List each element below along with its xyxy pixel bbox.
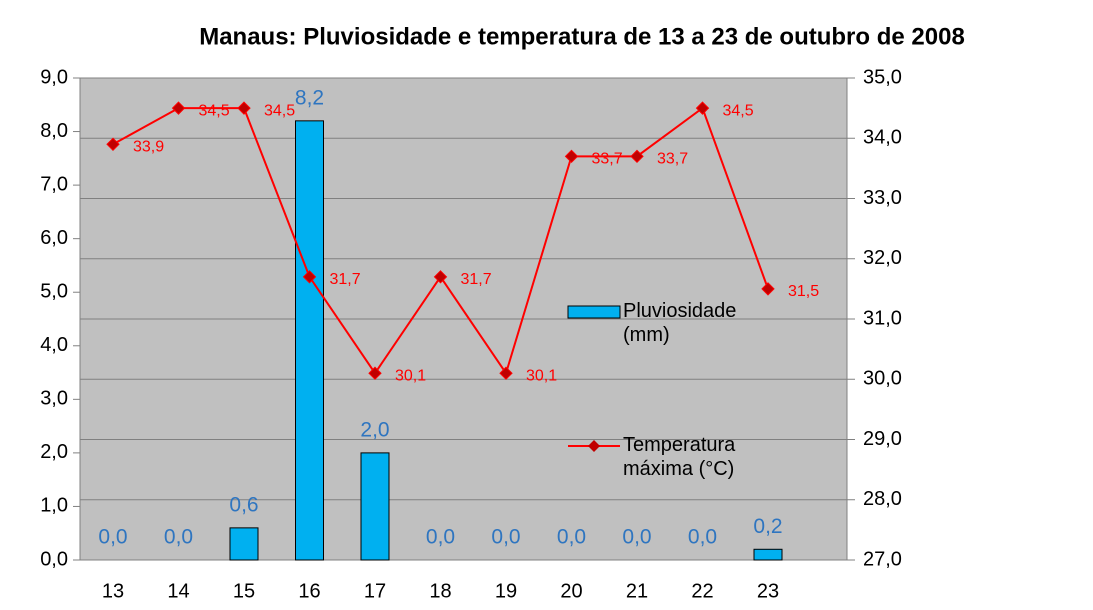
y-tick-label: 0,0: [40, 548, 68, 570]
x-tick-label: 23: [757, 580, 779, 602]
y2-tick-label: 29,0: [863, 428, 902, 450]
y2-tick-label: 35,0: [863, 66, 902, 88]
bar-value-label: 0,0: [622, 526, 651, 549]
y-tick-label: 4,0: [40, 334, 68, 356]
bar-value-label: 0,0: [557, 526, 586, 549]
marker: [564, 149, 579, 164]
marker: [106, 137, 120, 151]
line-value-label: 33,9: [133, 138, 164, 155]
line-value-label: 34,5: [723, 102, 754, 119]
x-tick-label: 18: [429, 580, 451, 602]
marker: [433, 270, 448, 284]
bar-value-label: 0,0: [491, 526, 520, 549]
x-tick-label: 19: [495, 580, 517, 602]
y-tick-label: 1,0: [40, 495, 68, 517]
y-tick-label: 9,0: [40, 66, 68, 88]
bar-value-label: 0,0: [98, 526, 127, 549]
marker: [302, 270, 317, 284]
y-tick-label: 5,0: [40, 281, 68, 303]
y2-tick-label: 32,0: [863, 247, 902, 269]
line-value-label: 34,5: [264, 102, 295, 119]
y-tick-label: 3,0: [40, 388, 68, 410]
y2-tick-label: 33,0: [863, 187, 902, 209]
y2-tick-label: 30,0: [863, 368, 902, 390]
y2-tick-label: 34,0: [863, 127, 902, 149]
marker: [237, 101, 251, 115]
bar-value-label: 0,0: [164, 526, 193, 549]
bar-value-label: 0,2: [753, 515, 782, 538]
line-value-label: 30,1: [526, 367, 557, 384]
y-tick-label: 8,0: [40, 120, 68, 142]
x-tick-label: 13: [102, 580, 124, 602]
bar-value-label: 8,2: [295, 86, 324, 109]
marker: [368, 366, 382, 380]
x-tick-label: 17: [364, 580, 386, 602]
bar: [360, 452, 390, 561]
legend-marker: [588, 440, 600, 452]
y-tick-label: 2,0: [40, 441, 68, 463]
bar: [229, 527, 259, 561]
bar-value-label: 0,0: [426, 526, 455, 549]
legend-label: Pluviosidade (mm): [623, 300, 737, 346]
y2-tick-label: 27,0: [863, 548, 902, 570]
marker: [695, 101, 710, 115]
y2-tick-label: 28,0: [863, 488, 902, 510]
line-value-label: 31,7: [461, 271, 492, 288]
x-tick-label: 16: [298, 580, 320, 602]
bar-value-label: 0,0: [688, 526, 717, 549]
x-tick-label: 22: [691, 580, 713, 602]
bar: [295, 120, 324, 561]
legend-entry: Temperatura máxima (°C): [623, 434, 736, 480]
marker: [499, 366, 513, 380]
bar-value-label: 2,0: [360, 418, 389, 441]
line-value-label: 34,5: [199, 102, 230, 119]
x-tick-label: 15: [233, 580, 255, 602]
marker: [630, 149, 644, 164]
bar-value-label: 0,6: [229, 493, 258, 516]
line-value-label: 31,7: [330, 271, 361, 288]
marker: [761, 282, 775, 296]
bar: [753, 548, 783, 561]
x-tick-label: 20: [560, 580, 582, 602]
y2-tick-label: 31,0: [863, 307, 902, 329]
line-value-label: 33,7: [657, 151, 688, 168]
legend-swatch: [567, 305, 621, 319]
line-value-label: 30,1: [395, 367, 426, 384]
legend-entry: Pluviosidade (mm): [623, 300, 737, 346]
y-tick-label: 6,0: [40, 227, 68, 249]
chart-title: Manaus: Pluviosidade e temperatura de 13…: [199, 23, 965, 50]
x-tick-label: 14: [167, 580, 189, 602]
marker: [171, 101, 186, 115]
line-value-label: 33,7: [592, 151, 623, 168]
line-value-label: 31,5: [788, 283, 819, 300]
y-tick-label: 7,0: [40, 173, 68, 195]
x-tick-label: 21: [626, 580, 648, 602]
legend-label: Temperatura máxima (°C): [623, 434, 736, 480]
